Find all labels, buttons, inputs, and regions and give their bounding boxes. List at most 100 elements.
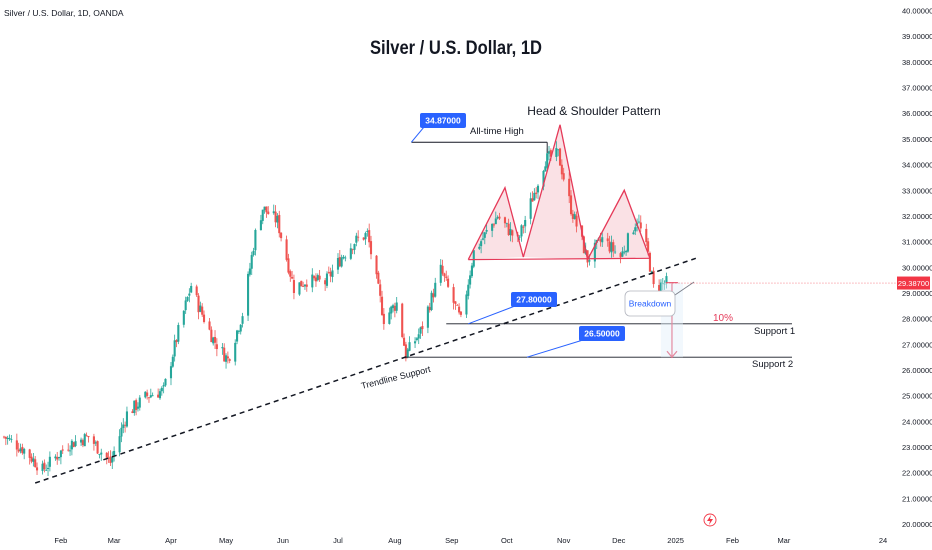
- candle-body: [533, 192, 536, 201]
- candle: [144, 391, 147, 399]
- candle-body: [272, 211, 275, 214]
- candle: [124, 421, 127, 433]
- candle-body: [100, 452, 103, 455]
- candle-body: [313, 276, 316, 279]
- candle-body: [80, 439, 83, 443]
- candle-body: [562, 173, 565, 180]
- candle-body: [30, 456, 33, 462]
- candle-body: [291, 276, 294, 279]
- candle: [621, 247, 624, 258]
- candle: [215, 338, 218, 357]
- candle-body: [529, 198, 532, 219]
- candle: [529, 192, 532, 225]
- candle: [606, 232, 609, 247]
- candle-body: [237, 330, 240, 332]
- candle-body: [340, 257, 343, 267]
- candle: [72, 441, 75, 448]
- candle-body: [274, 211, 277, 223]
- candle-body: [492, 224, 496, 226]
- candle-body: [224, 355, 228, 362]
- candle: [252, 247, 255, 257]
- candle: [342, 255, 345, 260]
- support2-callout-text: 26.50000: [584, 329, 620, 339]
- candle: [610, 235, 613, 258]
- candles: [2, 141, 668, 476]
- candle: [571, 209, 574, 223]
- candle-body: [213, 336, 217, 343]
- time-tick-label: Jun: [277, 536, 289, 545]
- ath-callout-pointer: [411, 126, 425, 143]
- candle-body: [197, 295, 200, 313]
- candle: [614, 245, 617, 255]
- candle-body: [173, 340, 176, 357]
- candle: [509, 222, 512, 242]
- time-axis[interactable]: Feb Mar Apr May Jun Jul Aug Sep Oct Nov Dec 2025 Feb…: [54, 536, 887, 545]
- candle-body: [259, 220, 262, 231]
- candle: [393, 302, 396, 318]
- candle-body: [344, 257, 347, 259]
- breakdown-callout[interactable]: Breakdown: [624, 281, 695, 317]
- candle: [547, 146, 551, 161]
- candle: [289, 269, 292, 282]
- candle-body: [542, 170, 545, 187]
- candle-body: [355, 235, 358, 243]
- support2-callout[interactable]: 26.50000: [526, 326, 625, 358]
- head-fill: [523, 124, 588, 260]
- candle-body: [81, 440, 84, 446]
- candle-body: [634, 227, 637, 232]
- candle: [349, 243, 352, 261]
- head-line: [522, 124, 589, 260]
- candle-body: [485, 229, 488, 232]
- candle-body: [483, 232, 486, 238]
- candle: [83, 432, 86, 447]
- candle-body: [8, 438, 11, 440]
- candle: [67, 443, 70, 452]
- candle: [459, 310, 462, 318]
- candle: [362, 237, 365, 241]
- candle: [259, 214, 262, 231]
- pattern-label: Head & Shoulder Pattern: [527, 104, 660, 118]
- candle: [118, 429, 121, 457]
- candle: [188, 288, 191, 303]
- candle-body: [459, 311, 462, 315]
- candle-body: [465, 294, 468, 315]
- candle-body: [41, 463, 44, 471]
- candle: [131, 409, 134, 414]
- symbol-label: Silver / U.S. Dollar, 1D, OANDA: [4, 8, 124, 18]
- candle-body: [276, 215, 279, 223]
- candle-body: [67, 449, 70, 451]
- candle: [375, 255, 378, 279]
- candle-body: [324, 280, 327, 285]
- support1-callout[interactable]: 27.80000: [468, 292, 557, 325]
- candle-body: [447, 278, 450, 287]
- candle: [261, 209, 264, 225]
- ath-callout[interactable]: 34.87000: [411, 113, 466, 143]
- candle-body: [212, 337, 215, 344]
- candle: [391, 303, 395, 313]
- candle: [228, 358, 231, 364]
- candle: [15, 433, 18, 457]
- candle: [458, 303, 461, 315]
- candle-body: [69, 450, 72, 452]
- candle: [69, 445, 72, 456]
- candle: [45, 464, 48, 471]
- candle-body: [223, 347, 226, 362]
- overlays: 34.87000 27.80000 26.50000 Breakdown 29.3870…: [34, 113, 930, 527]
- candle-body: [252, 250, 255, 256]
- candle: [478, 243, 481, 251]
- price-axis[interactable]: 40.00000 39.00000 38.00000 37.00000 36.00000…: [902, 7, 932, 530]
- price-tick-label: 22.00000: [902, 469, 932, 478]
- candle-body: [329, 271, 332, 277]
- candle: [369, 235, 373, 260]
- candle-body: [619, 253, 622, 258]
- time-tick-label: Nov: [557, 536, 571, 545]
- candle-body: [549, 150, 552, 157]
- candle-body: [149, 395, 152, 398]
- candle-body: [105, 452, 108, 458]
- candle-body: [560, 164, 563, 175]
- lightning-icon[interactable]: [703, 513, 717, 527]
- candle-body: [357, 236, 360, 238]
- breakdown-box: [624, 290, 676, 317]
- candle: [340, 254, 343, 268]
